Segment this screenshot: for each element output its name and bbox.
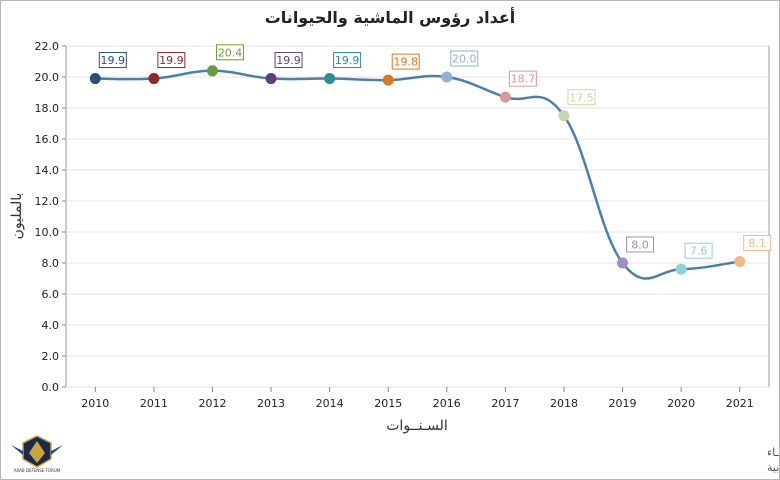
y-tick-label: 10.0	[35, 226, 60, 239]
x-tick-label: 2015	[374, 397, 402, 410]
data-point-2010[interactable]	[89, 73, 101, 85]
data-label-box	[684, 242, 713, 259]
y-axis-ticks: 0.0 2.0 4.0 6.0 8.0 10.0 12.0 14.0 16.0 18.0 20.0 2…	[35, 40, 66, 394]
x-tick-label: 2019	[609, 397, 637, 410]
data-label-2015: 19.8	[391, 53, 420, 70]
data-label-text: 19.9	[335, 54, 360, 67]
data-label-2012: 20.4	[215, 44, 244, 61]
data-point-2016[interactable]	[441, 71, 453, 83]
data-labels: 19.9 19.9 20.4 19.9 19.9 19.8 20.0 18.7 17.5 8.0 7…	[98, 44, 772, 259]
data-point-2013[interactable]	[265, 73, 277, 85]
data-label-text: 8.1	[748, 237, 766, 250]
data-point-2014[interactable]	[324, 73, 336, 85]
data-label-2010: 19.9	[98, 52, 127, 69]
data-label-box	[391, 53, 420, 70]
data-label-2021: 8.1	[743, 234, 772, 251]
footer-source: المصدر الأساسي للأحصاءات الرسمية لجمهوري…	[767, 460, 779, 474]
x-axis-ticks: 2010 2011 2012 2013 2014 2015 2016 2017 2018 2019…	[81, 387, 754, 410]
data-label-box	[157, 52, 186, 69]
data-label-box	[333, 52, 362, 69]
data-label-box	[508, 70, 537, 87]
data-label-2016: 20.0	[450, 50, 479, 67]
y-axis-title: بالمليون	[9, 193, 25, 240]
data-label-text: 20.4	[218, 46, 243, 59]
data-label-text: 19.9	[101, 54, 126, 67]
data-label-2013: 19.9	[274, 52, 303, 69]
x-tick-label: 2011	[140, 397, 168, 410]
data-label-box	[98, 52, 127, 69]
y-tick-label: 18.0	[35, 102, 60, 115]
data-label-text: 7.6	[690, 245, 708, 258]
x-tick-label: 2017	[491, 397, 519, 410]
footer-copyright: حقوق الملكية للجهــاز المركزي للتعبئة ال…	[767, 445, 779, 459]
data-point-2020[interactable]	[675, 263, 687, 275]
data-point-2012[interactable]	[206, 65, 218, 77]
y-tick-label: 12.0	[35, 195, 60, 208]
x-tick-label: 2014	[316, 397, 344, 410]
data-point-2017[interactable]	[499, 91, 511, 103]
data-label-box	[450, 50, 479, 67]
y-tick-label: 2.0	[42, 350, 60, 363]
x-tick-label: 2018	[550, 397, 578, 410]
data-point-2011[interactable]	[148, 73, 160, 85]
y-tick-label: 14.0	[35, 164, 60, 177]
data-label-text: 19.8	[393, 56, 418, 69]
x-tick-label: 2012	[198, 397, 226, 410]
data-label-box	[626, 236, 655, 253]
logo-text: ARAB DEFENSE FORUM	[14, 468, 61, 473]
data-point-2015[interactable]	[382, 74, 394, 86]
y-tick-label: 16.0	[35, 133, 60, 146]
x-tick-label: 2010	[81, 397, 109, 410]
data-label-2019: 8.0	[626, 236, 655, 253]
y-tick-label: 0.0	[42, 381, 60, 394]
data-label-2011: 19.9	[157, 52, 186, 69]
data-point-2018[interactable]	[558, 110, 570, 122]
data-point-2021[interactable]	[734, 255, 746, 267]
x-tick-label: 2013	[257, 397, 285, 410]
data-label-text: 20.0	[452, 53, 477, 66]
x-tick-label: 2021	[726, 397, 754, 410]
data-label-2017: 18.7	[508, 70, 537, 87]
data-label-box	[215, 44, 244, 61]
chart-title: أعداد رؤوس الماشية والحيوانات	[265, 7, 516, 27]
y-tick-label: 22.0	[35, 40, 60, 53]
y-tick-label: 6.0	[42, 288, 60, 301]
data-label-2014: 19.9	[333, 52, 362, 69]
y-tick-label: 8.0	[42, 257, 60, 270]
data-label-box	[274, 52, 303, 69]
data-label-2018: 17.5	[567, 89, 596, 106]
gridlines	[66, 45, 769, 388]
x-tick-label: 2016	[433, 397, 461, 410]
data-label-text: 18.7	[511, 73, 536, 86]
data-label-box	[567, 89, 596, 106]
data-label-box	[743, 234, 772, 251]
data-point-2019[interactable]	[617, 257, 629, 269]
data-label-text: 19.9	[276, 54, 301, 67]
x-axis-title: السـنــوات	[386, 418, 447, 434]
x-tick-label: 2020	[667, 397, 695, 410]
data-label-2020: 7.6	[684, 242, 713, 259]
plot-area	[65, 45, 770, 388]
forum-logo: ARAB DEFENSE FORUM	[11, 435, 63, 473]
data-label-text: 19.9	[159, 54, 184, 67]
data-label-text: 8.0	[631, 239, 649, 252]
data-points	[89, 65, 746, 275]
y-tick-label: 4.0	[42, 319, 60, 332]
data-label-text: 17.5	[569, 91, 594, 104]
y-tick-label: 20.0	[35, 71, 60, 84]
